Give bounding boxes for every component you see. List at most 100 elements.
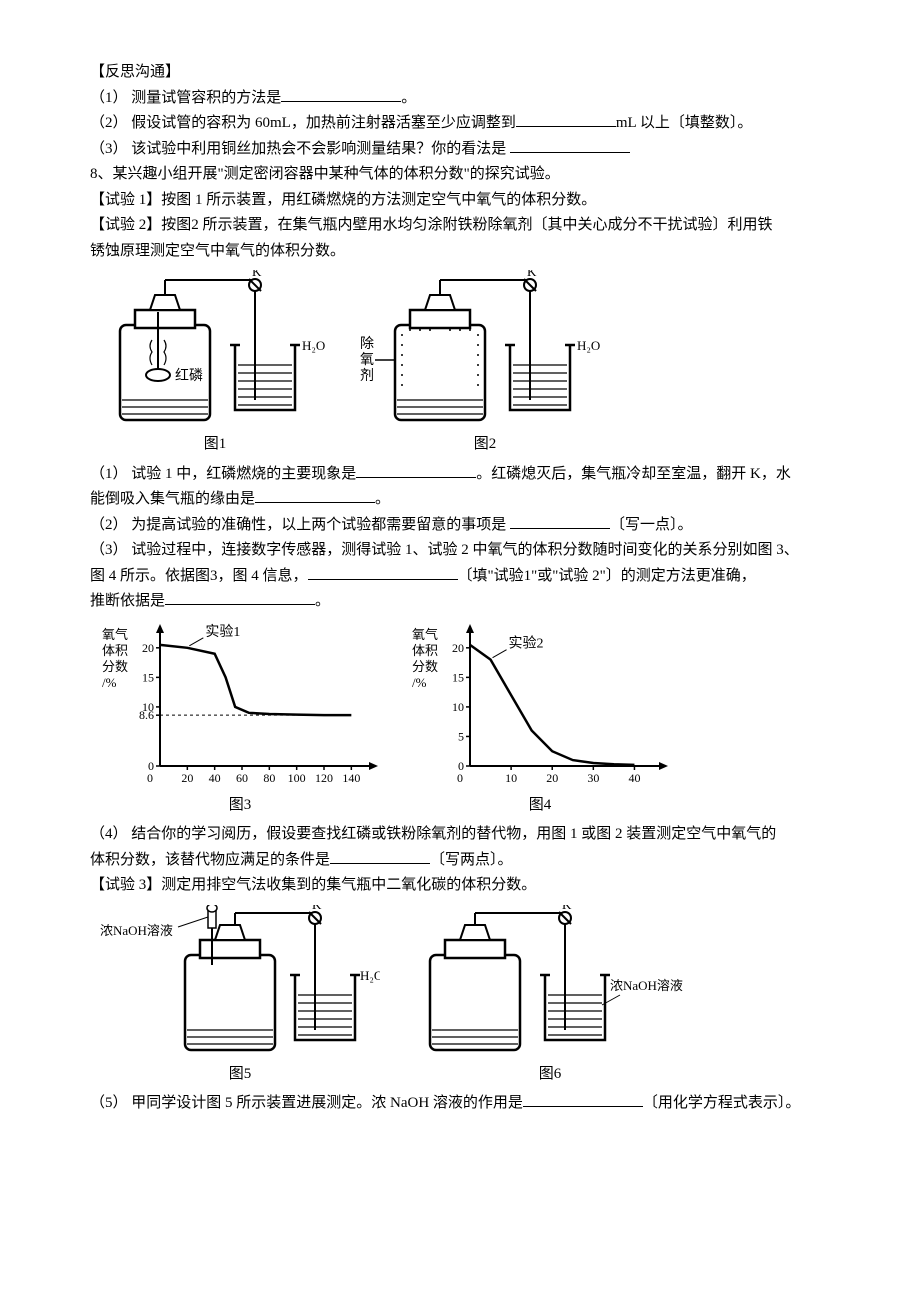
q5: （5） 甲同学设计图 5 所示装置进展测定。浓 NaOH 溶液的作用是〔用化学方… — [90, 1091, 830, 1117]
svg-text:氧气: 氧气 — [102, 627, 128, 642]
h2o-label-5: H₂O — [360, 968, 380, 983]
q3b-line: 图 4 所示。依据图3，图 4 信息， 〔填"试验1"或"试验 2"〕的测定方法更… — [90, 564, 830, 590]
fig5-cell: K H₂O — [100, 905, 380, 1088]
fig2-label: 图2 — [474, 432, 497, 458]
fig2-cell: K H₂O — [360, 270, 610, 458]
fig4-label: 图4 — [529, 793, 552, 819]
apparatus-row-2: K H₂O — [100, 905, 830, 1088]
svg-text:40: 40 — [628, 771, 640, 785]
apparatus-fig5-svg: K H₂O — [100, 905, 380, 1060]
svg-text:分数: 分数 — [412, 659, 438, 674]
blank — [516, 111, 616, 127]
svg-text:20: 20 — [181, 771, 193, 785]
page: 【反思沟通】 （1） 测量试管容积的方法是。 （2） 假设试管的容积为 60mL… — [0, 0, 920, 1302]
q3d-line: 推断依据是 。 — [90, 589, 830, 615]
q3d: 推断依据是 — [90, 593, 165, 609]
reflect-q2: （2） 假设试管的容积为 60mL，加热前注射器活塞至少应调整到mL 以上〔填整… — [90, 111, 830, 137]
q2a: （2） 为提高试验的准确性，以上两个试验都需要留意的事项是 — [90, 517, 506, 533]
svg-text:120: 120 — [315, 771, 333, 785]
exp3-line: 【试验 3】测定用排空气法收集到的集气瓶中二氧化碳的体积分数。 — [90, 873, 830, 899]
q4a-line: （4） 结合你的学习阅历，假设要查找红磷或铁粉除氧剂的替代物，用图 1 或图 2… — [90, 822, 830, 848]
chuyangji-3: 剂 — [360, 368, 374, 384]
apparatus-fig2-svg: K H₂O — [360, 270, 610, 430]
fig6-cell: K — [410, 905, 690, 1088]
fig3-label: 图3 — [229, 793, 252, 819]
svg-text:15: 15 — [142, 670, 154, 684]
svg-text:15: 15 — [452, 670, 464, 684]
chart4-svg: 氧气体积分数/%20151050102030400实验2 — [410, 621, 670, 791]
fig6-label: 图6 — [539, 1062, 562, 1088]
svg-text:分数: 分数 — [102, 659, 128, 674]
naoh-label-5: 浓NaOH溶液 — [100, 923, 173, 938]
svg-text:0: 0 — [147, 771, 153, 785]
blank — [165, 589, 315, 605]
fig5-label: 图5 — [229, 1062, 252, 1088]
svg-text:体积: 体积 — [102, 643, 128, 658]
svg-text:10: 10 — [505, 771, 517, 785]
q1c: 能倒吸入集气瓶的缘由是 — [90, 491, 255, 507]
q1: （1） 试验 1 中，红磷燃烧的主要现象是。红磷熄灭后，集气瓶冷却至室温，翻开 … — [90, 462, 830, 488]
q1d: 。 — [375, 491, 390, 507]
q3a-line: （3） 试验过程中，连接数字传感器，测得试验 1、试验 2 中氧气的体积分数随时… — [90, 538, 830, 564]
svg-text:8.6: 8.6 — [139, 708, 154, 722]
blank — [510, 137, 630, 153]
svg-text:20: 20 — [142, 640, 154, 654]
apparatus-fig6-svg: K — [410, 905, 690, 1060]
q8-intro: 8、某兴趣小组开展"测定密闭容器中某种气体的体积分数"的探究试验。 — [90, 162, 830, 188]
fig1-label: 图1 — [204, 432, 227, 458]
reflect-q2a: （2） 假设试管的容积为 60mL，加热前注射器活塞至少应调整到 — [90, 115, 516, 131]
exp1-line: 【试验 1】按图 1 所示装置，用红磷燃烧的方法测定空气中氧气的体积分数。 — [90, 188, 830, 214]
k-label: K — [252, 270, 262, 279]
k-label-6: K — [562, 905, 572, 912]
svg-text:20: 20 — [452, 640, 464, 654]
blank — [523, 1091, 643, 1107]
q4b-line: 体积分数，该替代物应满足的条件是 〔写两点〕。 — [90, 848, 830, 874]
q3e: 。 — [315, 593, 330, 609]
chart-row: 氧气体积分数/%2015108.60204060801001201400实验1 … — [100, 621, 830, 819]
svg-text:40: 40 — [209, 771, 221, 785]
blank — [356, 462, 476, 478]
k-label-2: K — [527, 270, 537, 279]
chart3-svg: 氧气体积分数/%2015108.60204060801001201400实验1 — [100, 621, 380, 791]
hongling-label: 红磷 — [175, 368, 203, 384]
svg-text:20: 20 — [546, 771, 558, 785]
svg-text:/%: /% — [412, 675, 427, 690]
h2o-label: H₂O — [302, 338, 325, 353]
svg-text:实验2: 实验2 — [509, 635, 544, 651]
blank — [281, 86, 401, 102]
k-label-5: K — [312, 905, 322, 912]
q1a: （1） 试验 1 中，红磷燃烧的主要现象是 — [90, 466, 356, 482]
reflect-q3: （3） 该试验中利用铜丝加热会不会影响测量结果？你的看法是 — [90, 137, 830, 163]
svg-text:0: 0 — [457, 771, 463, 785]
exp2-line1: 【试验 2】按图2 所示装置，在集气瓶内壁用水均匀涂附铁粉除氧剂〔其中关心成分不… — [90, 213, 830, 239]
q2: （2） 为提高试验的准确性，以上两个试验都需要留意的事项是 〔写一点〕。 — [90, 513, 830, 539]
q4c: 〔写两点〕。 — [430, 852, 513, 868]
q2b: 〔写一点〕。 — [610, 517, 693, 533]
blank — [510, 513, 610, 529]
reflect-q3-text: （3） 该试验中利用铜丝加热会不会影响测量结果？你的看法是 — [90, 141, 506, 157]
q5a: （5） 甲同学设计图 5 所示装置进展测定。浓 NaOH 溶液的作用是 — [90, 1095, 523, 1111]
naoh-label-6: 浓NaOH溶液 — [610, 978, 683, 993]
q3c: 〔填"试验1"或"试验 2"〕的测定方法更准确， — [458, 568, 756, 584]
fig3-cell: 氧气体积分数/%2015108.60204060801001201400实验1 … — [100, 621, 380, 819]
q4b: 体积分数，该替代物应满足的条件是 — [90, 852, 330, 868]
reflect-q1-text: （1） 测量试管容积的方法是 — [90, 90, 281, 106]
fig1-cell: K H₂O — [100, 270, 330, 458]
svg-text:140: 140 — [342, 771, 360, 785]
reflect-q1: （1） 测量试管容积的方法是。 — [90, 86, 830, 112]
chuyangji-1: 除 — [360, 336, 374, 352]
blank — [308, 564, 458, 580]
reflect-header: 【反思沟通】 — [90, 60, 830, 86]
exp2-line2: 锈蚀原理测定空气中氧气的体积分数。 — [90, 239, 830, 265]
apparatus-fig1-svg: K H₂O — [100, 270, 330, 430]
blank — [330, 848, 430, 864]
q3b: 图 4 所示。依据图3，图 4 信息， — [90, 568, 308, 584]
svg-text:体积: 体积 — [412, 643, 438, 658]
svg-text:氧气: 氧气 — [412, 627, 438, 642]
svg-text:/%: /% — [102, 675, 117, 690]
svg-text:实验1: 实验1 — [205, 623, 240, 639]
fig4-cell: 氧气体积分数/%20151050102030400实验2 图4 — [410, 621, 670, 819]
blank — [255, 487, 375, 503]
svg-text:5: 5 — [458, 729, 464, 743]
h2o-label-2: H₂O — [577, 338, 600, 353]
